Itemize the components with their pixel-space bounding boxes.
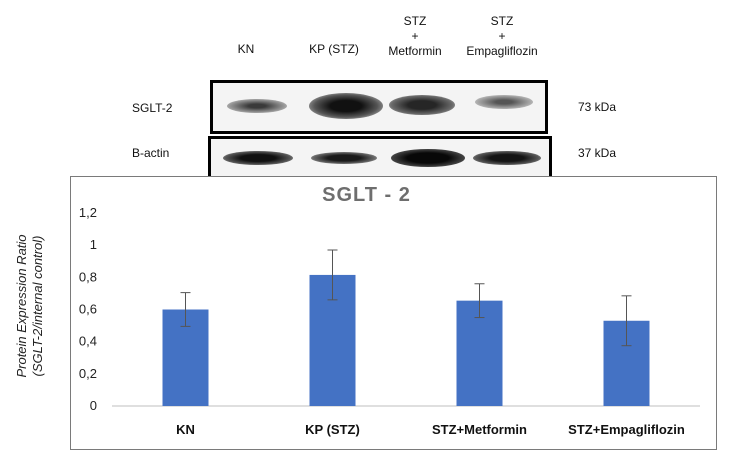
band-bactin-kn (223, 151, 293, 165)
row-label-sglt2: SGLT-2 (132, 101, 173, 115)
lane-header-metformin-line3: Metformin (388, 44, 442, 58)
x-tick-label: KN (176, 422, 195, 437)
y-tick-label: 0,6 (79, 302, 97, 317)
band-sglt2-empagliflozin (475, 95, 533, 109)
blot-sglt2 (210, 80, 548, 134)
lane-header-metformin: STZ + Metformin (380, 14, 450, 59)
band-sglt2-metformin (389, 95, 455, 115)
band-bactin-metformin (391, 149, 465, 167)
lane-header-empagliflozin: STZ + Empagliflozin (460, 14, 544, 59)
y-tick-label: 0,2 (79, 366, 97, 381)
lane-header-empagliflozin-line2: + (498, 29, 506, 43)
lane-header-kn-text: KN (237, 42, 255, 56)
band-sglt2-kn (227, 99, 287, 113)
lane-header-kp-text: KP (STZ) (309, 42, 359, 56)
chart-title: SGLT - 2 (322, 184, 411, 206)
bar (456, 300, 503, 406)
x-tick-label: STZ+Metformin (432, 422, 527, 437)
x-tick-label: STZ+Empagliflozin (568, 422, 685, 437)
y-tick-label: 1,2 (79, 205, 97, 220)
lane-header-metformin-line2: + (411, 29, 419, 43)
row-label-bactin: B-actin (132, 146, 170, 160)
lane-header-kp: KP (STZ) (296, 42, 372, 57)
band-bactin-empagliflozin (473, 151, 541, 165)
lane-header-empagliflozin-line1: STZ (490, 14, 514, 28)
lane-header-kn: KN (226, 42, 266, 57)
kda-bactin: 37 kDa (578, 146, 617, 160)
y-tick-label: 1 (90, 237, 97, 252)
kda-sglt2: 73 kDa (578, 100, 617, 114)
band-sglt2-kp (309, 93, 383, 119)
x-tick-label: KP (STZ) (305, 422, 360, 437)
lane-header-empagliflozin-line3: Empagliflozin (466, 44, 538, 58)
band-bactin-kp (311, 152, 377, 164)
y-tick-label: 0 (90, 398, 97, 413)
y-tick-label: 0,8 (79, 269, 97, 284)
lane-header-metformin-line1: STZ (403, 14, 427, 28)
y-tick-label: 0,4 (79, 334, 97, 349)
